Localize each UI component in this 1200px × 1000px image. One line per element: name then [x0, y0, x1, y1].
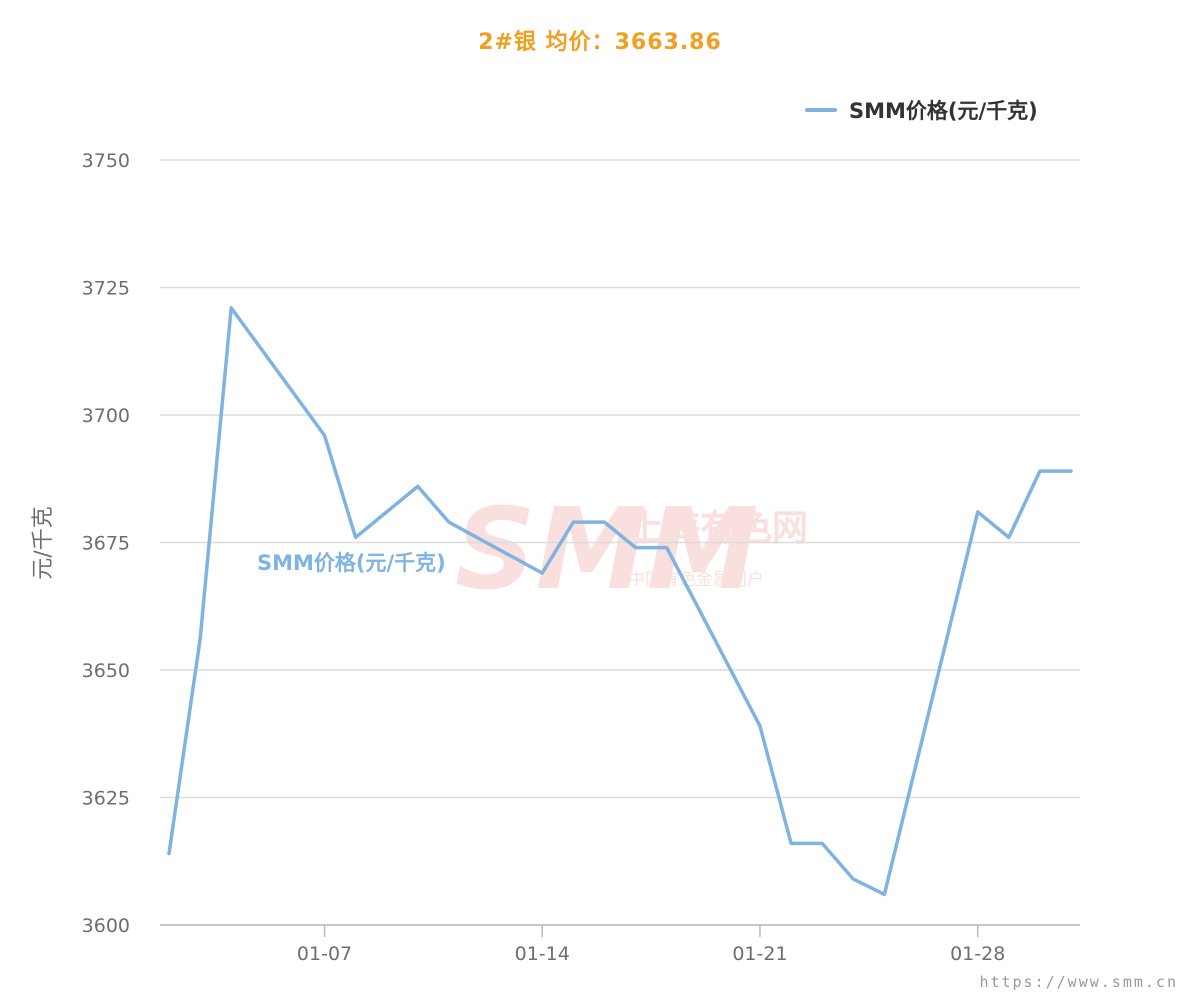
chart-title: 2#银 均价：3663.86: [478, 30, 722, 55]
series-line: [167, 306, 1073, 897]
y-tick-label: 3675: [82, 533, 130, 555]
y-tick-label: 3650: [82, 660, 130, 682]
series-inline-label: SMM价格(元/千克): [257, 551, 446, 575]
legend-item-smm-price[interactable]: SMM价格(元/千克): [805, 93, 1038, 127]
legend-line-swatch: [805, 108, 837, 112]
series-layer: [167, 306, 1073, 897]
watermark-logo: SMM: [455, 485, 759, 615]
smm-watermark: SMM 上海有色网 中国有色金属门户: [455, 485, 808, 615]
source-url: https://www.smm.cn: [979, 973, 1178, 991]
x-tick-label: 01-14: [515, 943, 570, 965]
x-tick-label: 01-21: [732, 943, 787, 965]
legend-label: SMM价格(元/千克): [849, 99, 1038, 123]
y-tick-label: 3625: [82, 788, 130, 810]
watermark-tagline: 中国有色金属门户: [628, 570, 764, 590]
y-axis-label: 元/千克: [31, 506, 56, 579]
y-axis: 3600 3625 3650 3675 3700 3725 3750: [82, 150, 130, 937]
y-tick-label: 3600: [82, 915, 130, 937]
x-tick-label: 01-07: [297, 943, 352, 965]
y-tick-label: 3725: [82, 278, 130, 300]
y-tick-label: 3700: [82, 405, 130, 427]
x-tick-label: 01-28: [950, 943, 1005, 965]
y-tick-label: 3750: [82, 150, 130, 172]
x-axis: 01-07 01-14 01-21 01-28: [160, 924, 1080, 965]
gridlines: [160, 159, 1080, 926]
